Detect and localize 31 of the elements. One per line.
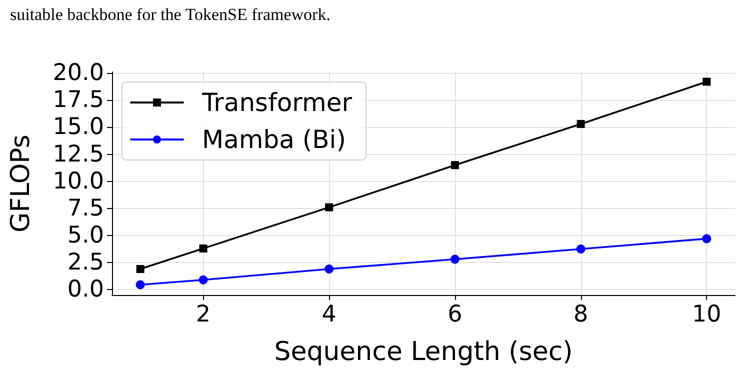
- point: [325, 203, 334, 212]
- point: [136, 265, 144, 274]
- point: [702, 78, 711, 86]
- x-tick-label: 10: [692, 302, 722, 328]
- y-axis-title: GFLOPs: [6, 134, 36, 232]
- text: suitable backbone for the TokenSE framework.: [10, 5, 330, 24]
- x-tick-label: 2: [196, 302, 211, 328]
- point: [576, 244, 586, 254]
- y-tick-label: 2.5: [67, 250, 104, 276]
- y-tick-label: 12.5: [52, 141, 104, 168]
- point: [450, 161, 459, 170]
- legend-label: Transformer: [201, 88, 353, 117]
- y-tick-label: 20.0: [52, 60, 104, 86]
- point: [702, 234, 712, 244]
- y-tick-label: 5.0: [67, 222, 104, 248]
- point: [136, 280, 145, 290]
- x-tick-label: 8: [574, 302, 588, 328]
- y-tick-label: 15.0: [52, 114, 104, 140]
- x-tick-label: 6: [448, 302, 462, 328]
- y-tick-label: 0.0: [67, 276, 104, 303]
- point: [576, 120, 585, 128]
- y-tick-label: 10.0: [52, 168, 104, 194]
- point: [450, 254, 460, 264]
- x-axis-title: Sequence Length (sec): [274, 337, 573, 367]
- point: [198, 275, 208, 284]
- y-tick-label: 17.5: [52, 87, 104, 114]
- point: [324, 264, 334, 274]
- legend-label: Mamba (Bi): [202, 125, 346, 154]
- y-tick-label: 7.5: [67, 195, 104, 222]
- point: [199, 244, 208, 252]
- x-tick-label: 4: [322, 302, 336, 328]
